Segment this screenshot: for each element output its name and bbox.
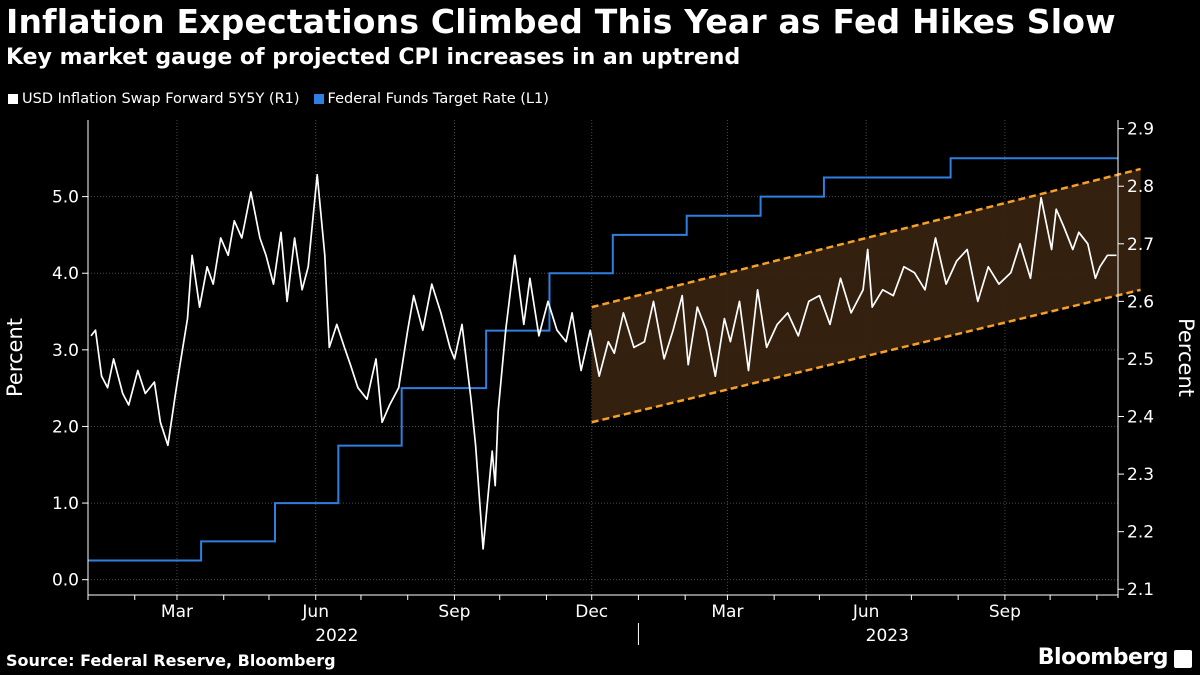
trend-channel-upper (591, 167, 1141, 309)
right-tick-label: 2.4 (1127, 408, 1154, 428)
axes-layer: 0.0 1.0 2.0 3.0 4.0 5.0 2.1 2.2 2.3 2.4 2.5 2.6 2.7 2… (3, 120, 1198, 646)
right-tick-label: 2.1 (1127, 580, 1154, 600)
right-tick-label: 2.3 (1127, 465, 1154, 485)
x-tick-label: Sep (989, 602, 1021, 622)
legend-label-fed-funds: Federal Funds Target Rate (L1) (327, 91, 549, 107)
x-tick-label: Dec (575, 602, 608, 622)
trend-channel-band (591, 168, 1141, 423)
x-tick-label: Mar (711, 602, 743, 622)
legend-swatch-white (8, 94, 18, 104)
left-axis-label: Percent (3, 318, 27, 397)
x-tick-label: Jun (301, 602, 329, 622)
legend-item-inflation-swap: USD Inflation Swap Forward 5Y5Y (R1) (8, 91, 300, 107)
chart-subtitle: Key market gauge of projected CPI increa… (6, 45, 741, 70)
legend-item-fed-funds: Federal Funds Target Rate (L1) (313, 91, 549, 107)
trend-channel-lower (591, 288, 1141, 424)
legend-swatch-blue (313, 94, 324, 104)
left-tick-label: 5.0 (52, 188, 79, 208)
bloomberg-logo: Bloomberg (1037, 645, 1169, 670)
x-tick-label: Mar (161, 602, 193, 622)
left-tick-label: 1.0 (52, 494, 79, 514)
x-tick-label: Sep (438, 602, 470, 622)
right-tick-label: 2.9 (1127, 120, 1154, 140)
right-axis-label: Percent (1174, 318, 1198, 397)
series-layer (88, 157, 1118, 562)
left-tick-label: 3.0 (52, 341, 79, 361)
x-year-label: 2023 (866, 626, 909, 646)
right-tick-label: 2.7 (1127, 235, 1154, 255)
legend: USD Inflation Swap Forward 5Y5Y (R1) Fed… (8, 91, 563, 107)
x-tick-label: Jun (852, 602, 880, 622)
right-tick-label: 2.2 (1127, 523, 1154, 543)
chart-title: Inflation Expectations Climbed This Year… (6, 2, 1116, 41)
series-line-fed-funds (88, 157, 1118, 562)
right-tick-label: 2.6 (1127, 292, 1154, 312)
x-year-label: 2022 (315, 626, 358, 646)
bloomberg-badge-icon (1174, 650, 1192, 668)
left-tick-label: 4.0 (52, 264, 79, 284)
right-tick-label: 2.8 (1127, 177, 1154, 197)
trend-channel (591, 167, 1141, 424)
legend-label-inflation-swap: USD Inflation Swap Forward 5Y5Y (R1) (22, 91, 300, 107)
left-tick-label: 0.0 (52, 571, 79, 591)
series-line-inflation-swap (90, 173, 1117, 550)
left-tick-label: 2.0 (52, 417, 79, 437)
right-tick-label: 2.5 (1127, 350, 1154, 370)
source-note: Source: Federal Reserve, Bloomberg (6, 651, 336, 670)
